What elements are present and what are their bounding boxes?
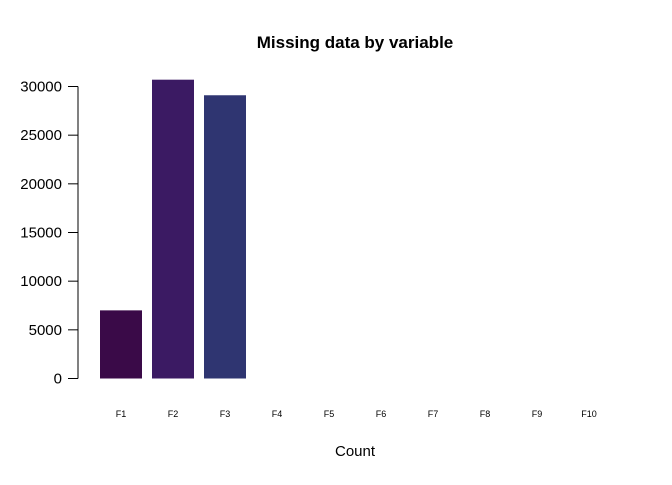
bar-f2 [152, 79, 194, 379]
x-tick-label-f3: F3 [220, 409, 231, 419]
x-tick-labels: F1 F2 F3 F4 F5 F6 F7 F8 F9 F10 [116, 409, 597, 419]
x-tick-label-f7: F7 [428, 409, 439, 419]
y-tick-label: 25000 [20, 127, 62, 144]
y-tick-label: 30000 [20, 79, 62, 96]
x-tick-label-f10: F10 [581, 409, 597, 419]
x-tick-label-f4: F4 [272, 409, 283, 419]
bar-f3 [204, 95, 246, 379]
x-axis-label: Count [335, 443, 376, 460]
x-tick-label-f6: F6 [376, 409, 387, 419]
bar-f1 [100, 310, 142, 379]
chart-title: Missing data by variable [257, 33, 454, 52]
y-tick-label: 20000 [20, 176, 62, 193]
y-tick-label: 5000 [29, 322, 62, 339]
y-tick-label: 0 [54, 371, 62, 388]
x-tick-label-f8: F8 [480, 409, 491, 419]
x-tick-label-f5: F5 [324, 409, 335, 419]
y-axis: 0 5000 10000 15000 20000 25000 30000 [20, 79, 79, 388]
y-tick-label: 10000 [20, 273, 62, 290]
y-tick-label: 15000 [20, 225, 62, 242]
bars-group [100, 79, 246, 379]
x-tick-label-f2: F2 [168, 409, 179, 419]
x-tick-label-f9: F9 [532, 409, 543, 419]
x-tick-label-f1: F1 [116, 409, 127, 419]
